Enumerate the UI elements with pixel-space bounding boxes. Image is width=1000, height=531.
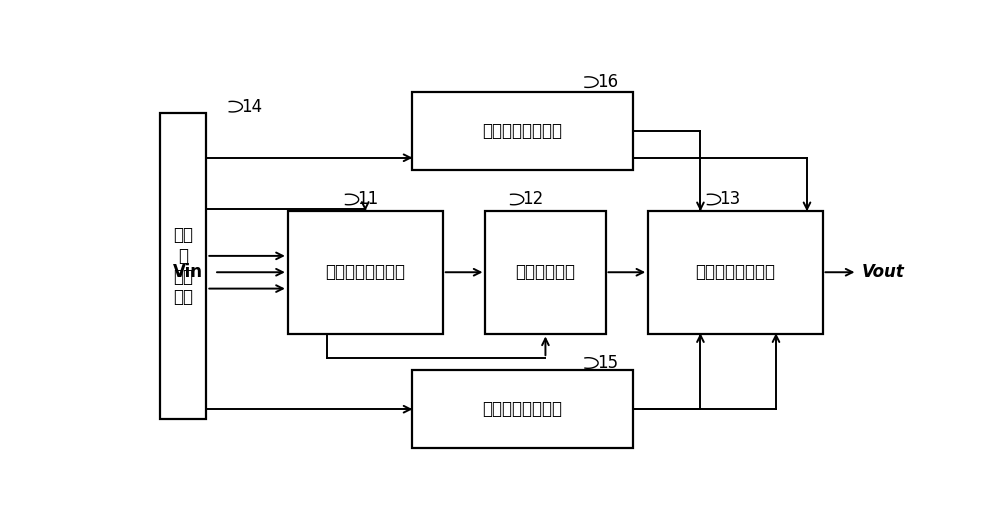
Text: 15: 15	[597, 354, 618, 372]
Text: 16: 16	[597, 73, 618, 91]
FancyBboxPatch shape	[160, 113, 206, 419]
Text: 甲乙类输出级电路: 甲乙类输出级电路	[695, 263, 775, 281]
Text: 12: 12	[523, 191, 544, 209]
Text: Vout: Vout	[861, 263, 904, 281]
FancyBboxPatch shape	[648, 211, 822, 333]
Text: 下行电流补偿电路: 下行电流补偿电路	[482, 122, 562, 140]
Text: 上行电流补偿电路: 上行电流补偿电路	[482, 400, 562, 418]
FancyBboxPatch shape	[288, 211, 443, 333]
FancyBboxPatch shape	[412, 371, 633, 448]
Text: Vin: Vin	[173, 263, 202, 281]
FancyBboxPatch shape	[412, 92, 633, 170]
Text: 13: 13	[719, 191, 741, 209]
Text: 电流
镜
镜像
电路: 电流 镜 镜像 电路	[173, 226, 193, 306]
Text: 14: 14	[241, 98, 262, 116]
Text: 11: 11	[358, 191, 379, 209]
Text: 轨到轨输入级电路: 轨到轨输入级电路	[325, 263, 405, 281]
FancyBboxPatch shape	[485, 211, 606, 333]
Text: 电流反相电路: 电流反相电路	[515, 263, 575, 281]
